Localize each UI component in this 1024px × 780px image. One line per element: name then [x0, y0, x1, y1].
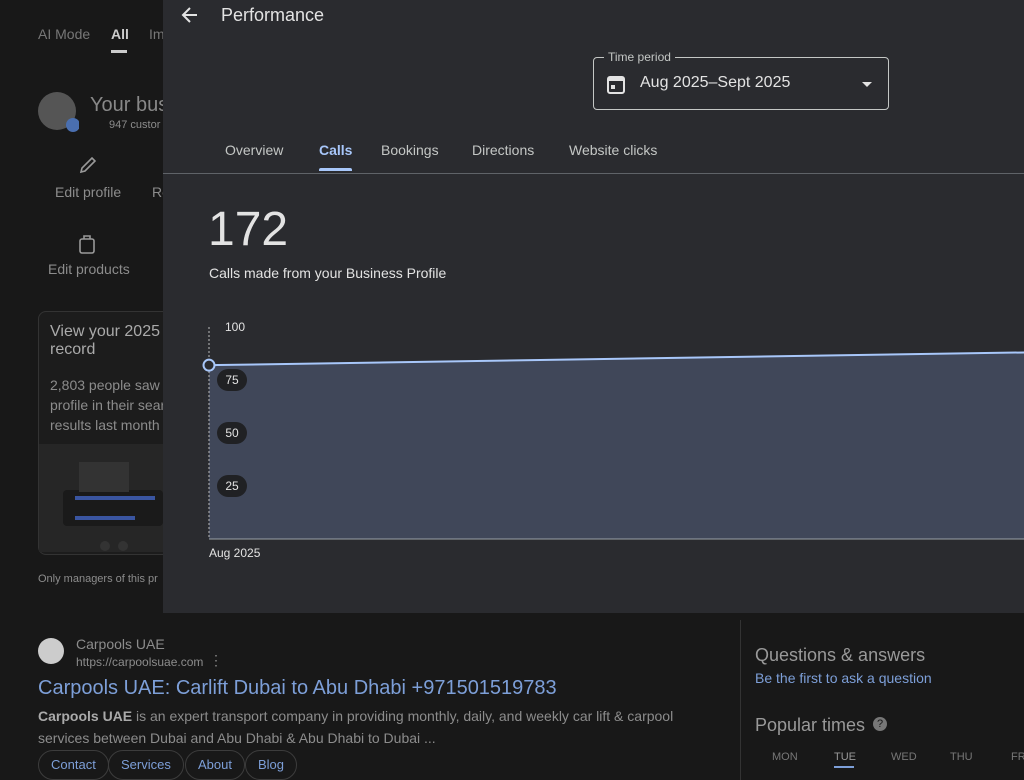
chip[interactable]: About [185, 750, 245, 780]
qa-title: Questions & answers [755, 645, 926, 665]
y-tick-label: 50 [225, 426, 239, 440]
back-button[interactable] [180, 5, 200, 25]
qa-link[interactable]: Be the first to ask a question [755, 670, 932, 686]
dialog-title: Performance [221, 5, 325, 25]
tick-pill [217, 369, 247, 391]
time-period: Aug 2025–Sept 2025 [640, 74, 791, 91]
action[interactable]: Edit products [48, 261, 130, 277]
line: 2,803 people saw [50, 377, 160, 393]
chip[interactable]: Services [108, 750, 184, 780]
line: profile in their sear [50, 397, 166, 413]
popular-title: Popular times [755, 715, 866, 735]
chip[interactable]: Blog [245, 750, 298, 780]
x-tick-label: Aug 2025 [209, 546, 261, 560]
chip[interactable]: Contact [38, 750, 109, 780]
area [209, 352, 1024, 539]
site-url: https://carpoolsuae.com [76, 655, 204, 669]
tabs-divider [163, 173, 1024, 174]
recap-illustration [39, 444, 163, 552]
dialog-tab[interactable]: Bookings [381, 142, 439, 158]
total-label: Calls made from your Business Profile [209, 265, 447, 281]
day-tab[interactable]: THU [950, 751, 973, 763]
calendar-icon [607, 76, 625, 94]
day-tab[interactable]: MON [772, 751, 798, 763]
snippet-bold: Carpools UAE [38, 708, 133, 724]
search-tab[interactable]: All [111, 26, 129, 42]
y-tick-label: 75 [225, 373, 239, 387]
action[interactable]: Edit profile [55, 184, 122, 200]
edit-icon [79, 156, 97, 174]
tab-underline [111, 50, 127, 53]
site-name: Carpools UAE [76, 636, 165, 652]
business-name: Your bus [90, 94, 169, 116]
line: View your 2025 [50, 323, 160, 340]
business-logo [38, 92, 79, 132]
dropdown-arrow [862, 82, 872, 87]
site-icon [38, 638, 64, 664]
result-title[interactable]: Carpools UAE: Carlift Dubai to Abu Dhabi… [38, 677, 557, 699]
help-icon[interactable]: ? [873, 717, 887, 731]
business-reviews: 947 custor [109, 119, 161, 131]
dialog-tab[interactable]: Calls [319, 142, 353, 158]
y-tick-label: 100 [225, 320, 245, 334]
bag-icon [79, 235, 95, 254]
divider [740, 620, 741, 780]
y-tick-label: 25 [225, 479, 239, 493]
tick-pill [217, 475, 247, 497]
recap-text: 2,803 people saw profile in their sear res… [50, 375, 165, 435]
day-tab[interactable]: WED [891, 751, 917, 763]
day-tab[interactable]: TUE [834, 751, 856, 763]
line [208, 351, 1024, 367]
more-menu[interactable]: ⋮ [209, 652, 223, 668]
performance-dialog: Performance Time period Aug 2025–Sept 20… [163, 0, 1024, 613]
dialog-tab[interactable]: Directions [472, 142, 535, 158]
point [202, 358, 216, 372]
line: record [50, 341, 96, 358]
day-underline [834, 766, 854, 768]
day-tab[interactable]: FR [1011, 751, 1024, 763]
field-label: Time period [604, 50, 675, 64]
tab-underline [319, 168, 352, 171]
note: Only managers of this pr [38, 573, 158, 585]
dialog-tab[interactable]: Overview [225, 142, 284, 158]
line: results last month [50, 417, 160, 433]
time-period-field[interactable] [593, 57, 889, 110]
search-tab[interactable]: AI Mode [38, 26, 91, 42]
dialog-tab[interactable]: Website clicks [569, 142, 658, 158]
chart: 25 50 75 100 Aug 2025 [202, 320, 1024, 560]
total: 172 [208, 203, 289, 256]
tick-pill [217, 422, 247, 444]
snippet-text: is an expert transport company in provid… [38, 708, 674, 746]
result-snippet: Carpools UAE is an expert transport comp… [38, 705, 678, 749]
search-tab[interactable]: Im [149, 26, 165, 42]
recap-title: View your 2025 record [50, 323, 160, 359]
